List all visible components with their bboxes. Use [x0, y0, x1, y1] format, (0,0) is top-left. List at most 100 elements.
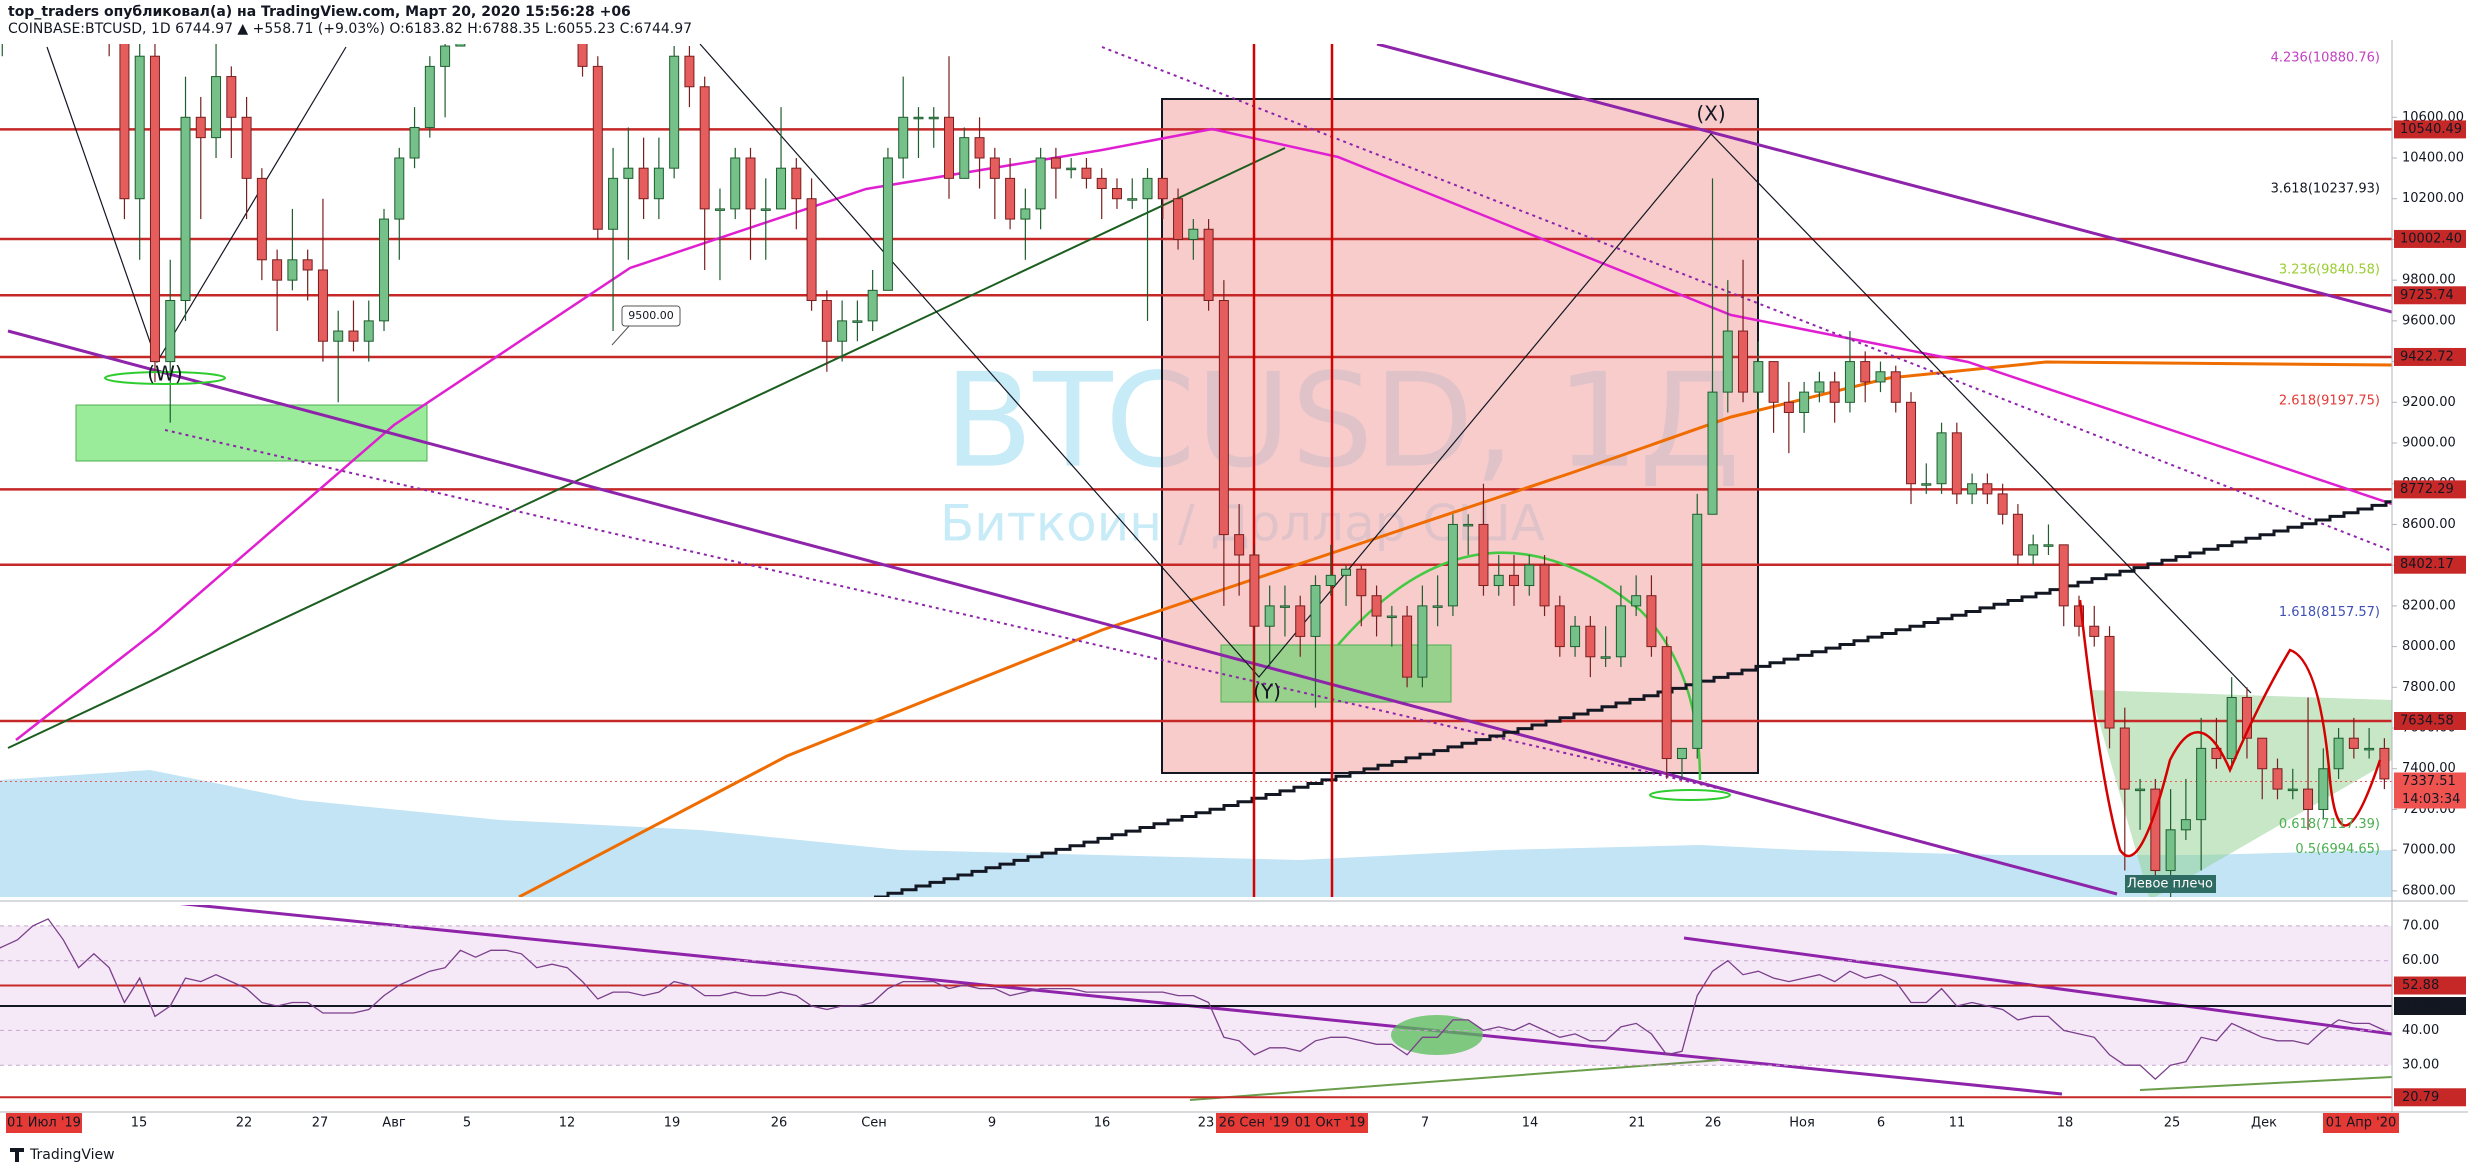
wave-label: (Y)	[1253, 680, 1281, 704]
candle-body	[806, 198, 817, 302]
trend-line	[1376, 44, 2392, 314]
marker	[1391, 1015, 1483, 1055]
moving-average	[518, 360, 2392, 897]
date-label: Дек	[2251, 1116, 2277, 1131]
date-label: 12	[559, 1116, 576, 1131]
candle-body	[1203, 228, 1214, 302]
candle-body	[974, 137, 985, 159]
date-label: 01 Июл '19	[7, 1116, 81, 1131]
candle-body	[1279, 605, 1290, 608]
fib-label: 4.236(10880.76)	[2271, 51, 2380, 66]
fib-label: 3.236(9840.58)	[2279, 262, 2380, 277]
candle-body	[2073, 605, 2084, 627]
rsi-pane	[0, 905, 2392, 1101]
candle-body	[363, 320, 374, 342]
candle-body	[1967, 483, 1978, 495]
date-label: 11	[1949, 1116, 1966, 1131]
candle-body	[699, 86, 710, 210]
rsi-level-label: 47.00	[2402, 999, 2439, 1014]
candle-body	[1936, 432, 1947, 485]
candle-body	[1600, 656, 1611, 659]
zone-box	[75, 404, 428, 462]
y-tick-label: 7000.00	[2402, 843, 2456, 858]
level-label: 7634.58	[2400, 713, 2454, 728]
candle-body	[913, 116, 924, 120]
candle-body	[211, 76, 222, 139]
candle-body	[455, 44, 466, 47]
candle-body	[1509, 574, 1519, 587]
candle-body	[928, 116, 939, 120]
candle-body	[2333, 737, 2344, 770]
fib-labels: 4.236(10880.76) 3.618(10237.93) 3.236(9840…	[2271, 51, 2380, 857]
candle-body	[1417, 605, 1428, 678]
candle-body	[867, 289, 878, 322]
candle-body	[1997, 493, 2008, 515]
candle-body	[1234, 534, 1245, 556]
date-label: Авг	[382, 1116, 406, 1131]
y-tick-label: 9600.00	[2402, 313, 2456, 328]
level-label-box	[2394, 229, 2466, 248]
candle-body	[2135, 788, 2146, 792]
candle-body	[1218, 300, 1229, 536]
candle-body	[1386, 615, 1397, 619]
candle-body	[1493, 574, 1504, 587]
candle-body	[1447, 523, 1458, 607]
candle-body	[317, 269, 328, 342]
date-label: 15	[131, 1116, 148, 1131]
date-highlight	[6, 1113, 82, 1133]
candle-body	[2196, 747, 2207, 821]
candle-body	[1432, 605, 1443, 608]
candle-body	[2058, 544, 2069, 607]
level-label: 9725.74	[2400, 288, 2454, 303]
candle-body	[1020, 208, 1031, 220]
date-label: 27	[312, 1116, 329, 1131]
candle-body	[1066, 167, 1077, 171]
candle-body	[2104, 635, 2115, 729]
rsi-level-box	[2394, 976, 2466, 995]
countdown: 14:03:34	[2402, 792, 2460, 807]
callout-line	[611, 324, 631, 346]
candle-body	[440, 45, 451, 67]
candle-body	[1264, 605, 1275, 627]
label-text: Левое плечо	[2127, 877, 2213, 892]
date-label: 9	[988, 1116, 996, 1131]
date-highlight	[1292, 1113, 1368, 1133]
level-label-box	[2394, 347, 2466, 366]
candle-body	[1875, 371, 1886, 383]
candle-body	[2165, 829, 2176, 872]
y-tick-label: 9000.00	[2402, 436, 2456, 451]
wave-line	[699, 44, 2252, 694]
main-pane: BTCUSD, 1Д Биткоин / Доллар США (W) (X) …	[0, 44, 2392, 897]
candle-body	[1081, 167, 1092, 179]
price-label-box	[2394, 772, 2466, 809]
rsi-tick-label: 60.00	[2402, 953, 2439, 968]
wave-label: (W)	[147, 362, 182, 386]
candle-body	[1325, 574, 1336, 587]
date-label: 21	[1629, 1116, 1646, 1131]
candle-body	[1554, 605, 1565, 648]
candle-body	[852, 320, 863, 323]
y-tick-label: 8600.00	[2402, 517, 2456, 532]
candle-body	[1188, 228, 1199, 240]
candle-body	[760, 208, 771, 211]
candle-body	[424, 65, 435, 128]
candle-body	[2089, 625, 2100, 637]
candle-body	[1951, 432, 1962, 495]
candle-body	[745, 157, 756, 210]
candle-body	[2318, 768, 2329, 810]
candle-body	[333, 330, 344, 342]
candle-body	[959, 137, 970, 179]
date-label: 6	[1877, 1116, 1885, 1131]
date-label: 19	[664, 1116, 681, 1131]
y-tick-label: 10200.00	[2402, 191, 2464, 206]
level-label-box	[2394, 711, 2466, 730]
date-label: 7	[1421, 1116, 1429, 1131]
candle-body	[608, 177, 619, 230]
trend-line	[7, 147, 1286, 749]
stair-line	[874, 500, 2392, 897]
volume-area	[0, 770, 2392, 897]
level-label: 10002.40	[2400, 231, 2462, 246]
candle-body	[2287, 788, 2298, 792]
